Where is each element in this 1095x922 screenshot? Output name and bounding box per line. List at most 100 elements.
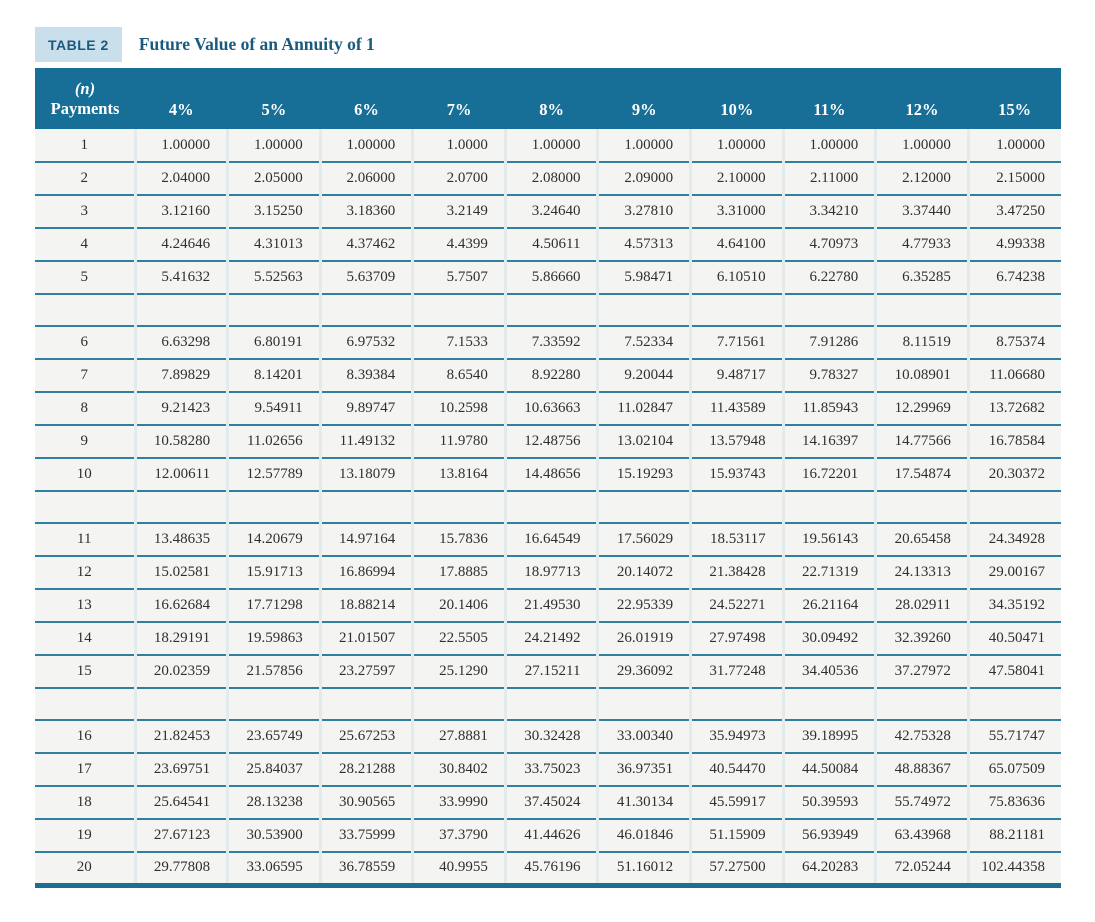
factor-cell: 36.97351 — [596, 753, 691, 787]
factor-cell: 37.27972 — [874, 655, 969, 689]
factor-cell: 23.65749 — [226, 720, 321, 754]
table-row: 15 20.02359 21.57856 23.27597 25.1290 27.1521… — [35, 655, 1061, 689]
spacer-cell — [503, 294, 598, 327]
factor-cell: 27.97498 — [689, 622, 784, 656]
spacer-cell — [318, 491, 413, 524]
factor-cell: 2.04000 — [133, 162, 228, 196]
table-row: 9 10.58280 11.02656 11.49132 11.9780 12.48756… — [35, 425, 1061, 459]
factor-cell: 46.01846 — [596, 819, 691, 853]
factor-cell: 45.59917 — [689, 786, 784, 820]
factor-cell: 6.10510 — [689, 261, 784, 295]
spacer-cell — [35, 688, 135, 721]
factor-cell: 4.24646 — [133, 228, 228, 262]
payments-count-cell: 15 — [35, 655, 135, 689]
factor-cell: 9.54911 — [226, 392, 321, 426]
factor-cell: 8.11519 — [874, 326, 969, 360]
spacer-cell — [411, 294, 506, 327]
factor-cell: 28.13238 — [226, 786, 321, 820]
factor-cell: 14.77566 — [874, 425, 969, 459]
factor-cell: 17.8885 — [411, 556, 506, 590]
factor-cell: 18.29191 — [133, 622, 228, 656]
factor-cell: 20.02359 — [133, 655, 228, 689]
factor-cell: 1.00000 — [133, 129, 228, 163]
factor-cell: 32.39260 — [874, 622, 969, 656]
spacer-cell — [35, 294, 135, 327]
table-number-badge: TABLE 2 — [35, 26, 122, 62]
factor-cell: 13.8164 — [411, 458, 506, 492]
table-title-bar: TABLE 2 Future Value of an Annuity of 1 — [35, 25, 1060, 63]
factor-cell: 14.97164 — [318, 523, 413, 557]
factor-cell: 8.75374 — [966, 326, 1061, 360]
factor-cell: 1.00000 — [874, 129, 969, 163]
factor-cell: 17.54874 — [874, 458, 969, 492]
factor-cell: 30.53900 — [226, 819, 321, 853]
spacer-cell — [318, 294, 413, 327]
spacer-cell — [133, 294, 228, 327]
factor-cell: 44.50084 — [781, 753, 876, 787]
factor-cell: 13.72682 — [966, 392, 1061, 426]
factor-cell: 51.15909 — [689, 819, 784, 853]
factor-cell: 9.48717 — [689, 359, 784, 393]
table-row: 4 4.24646 4.31013 4.37462 4.4399 4.50611 4.573… — [35, 228, 1061, 262]
factor-cell: 25.64541 — [133, 786, 228, 820]
payments-header-n: (n) — [74, 78, 96, 98]
payments-count-cell: 17 — [35, 753, 135, 787]
factor-cell: 3.27810 — [596, 195, 691, 229]
factor-cell: 6.97532 — [318, 326, 413, 360]
factor-cell: 2.0700 — [411, 162, 506, 196]
factor-cell: 6.74238 — [966, 261, 1061, 295]
factor-cell: 55.74972 — [874, 786, 969, 820]
spacer-cell — [596, 688, 691, 721]
table-row: 14 18.29191 19.59863 21.01507 22.5505 24.2149… — [35, 622, 1061, 656]
spacer-cell — [226, 491, 321, 524]
factor-cell: 20.14072 — [596, 556, 691, 590]
annuity-table-body: 1 1.00000 1.00000 1.00000 1.0000 1.00000 1.000… — [35, 129, 1061, 888]
factor-cell: 27.67123 — [133, 819, 228, 853]
factor-cell: 2.08000 — [503, 162, 598, 196]
factor-cell: 16.72201 — [781, 458, 876, 492]
factor-cell: 9.78327 — [781, 359, 876, 393]
spacer-cell — [966, 688, 1061, 721]
factor-cell: 24.34928 — [966, 523, 1061, 557]
factor-cell: 41.30134 — [596, 786, 691, 820]
factor-cell: 2.06000 — [318, 162, 413, 196]
factor-cell: 13.48635 — [133, 523, 228, 557]
spacer-cell — [781, 294, 876, 327]
factor-cell: 27.15211 — [503, 655, 598, 689]
factor-cell: 6.63298 — [133, 326, 228, 360]
table-row: 16 21.82453 23.65749 25.67253 27.8881 30.3242… — [35, 720, 1061, 754]
factor-cell: 3.47250 — [966, 195, 1061, 229]
factor-cell: 20.30372 — [966, 458, 1061, 492]
factor-cell: 15.7836 — [411, 523, 506, 557]
factor-cell: 30.90565 — [318, 786, 413, 820]
payments-count-cell: 7 — [35, 359, 135, 393]
rate-column-header: 7% — [412, 68, 506, 129]
rate-column-header: 6% — [320, 68, 413, 129]
annuity-table-header: (n) Payments 4% 5% 6% 7% 8% 9% 10% 11% 12% 15% — [35, 68, 1061, 129]
factor-cell: 31.77248 — [689, 655, 784, 689]
payments-count-cell: 18 — [35, 786, 135, 820]
factor-cell: 88.21181 — [966, 819, 1061, 853]
factor-cell: 23.27597 — [318, 655, 413, 689]
factor-cell: 2.11000 — [781, 162, 876, 196]
spacer-cell — [133, 491, 228, 524]
factor-cell: 12.48756 — [503, 425, 598, 459]
factor-cell: 51.16012 — [596, 852, 691, 888]
table-row: 13 16.62684 17.71298 18.88214 20.1406 21.4953… — [35, 589, 1061, 623]
factor-cell: 24.52271 — [689, 589, 784, 623]
factor-cell: 15.19293 — [596, 458, 691, 492]
factor-cell: 21.38428 — [689, 556, 784, 590]
payments-count-cell: 20 — [35, 852, 135, 888]
table-row: 20 29.77808 33.06595 36.78559 40.9955 45.7619… — [35, 852, 1061, 888]
factor-cell: 18.97713 — [503, 556, 598, 590]
factor-cell: 29.36092 — [596, 655, 691, 689]
payments-count-cell: 10 — [35, 458, 135, 492]
factor-cell: 7.33592 — [503, 326, 598, 360]
spacer-cell — [781, 688, 876, 721]
factor-cell: 45.76196 — [503, 852, 598, 888]
factor-cell: 16.78584 — [966, 425, 1061, 459]
factor-cell: 18.53117 — [689, 523, 784, 557]
factor-cell: 19.56143 — [781, 523, 876, 557]
factor-cell: 10.63663 — [503, 392, 598, 426]
table-row: 11 13.48635 14.20679 14.97164 15.7836 16.6454… — [35, 523, 1061, 557]
